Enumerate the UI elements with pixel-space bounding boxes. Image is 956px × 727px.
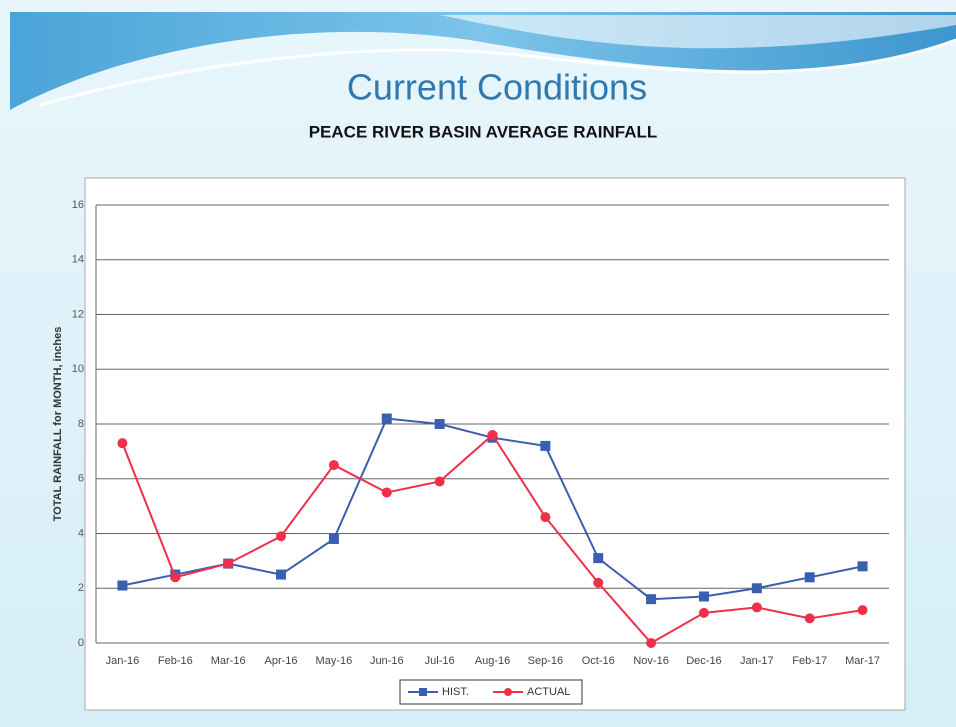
x-tick-label: Feb-16	[158, 655, 193, 667]
chart-subtitle: PEACE RIVER BASIN AVERAGE RAINFALL	[309, 122, 658, 141]
marker	[698, 607, 709, 618]
x-tick-label: Jan-16	[106, 655, 140, 667]
marker	[593, 553, 604, 564]
marker	[593, 577, 604, 588]
slide-title: Current Conditions	[347, 67, 647, 108]
marker	[857, 605, 868, 616]
marker	[646, 594, 657, 605]
x-tick-label: Feb-17	[792, 655, 827, 667]
x-tick-label: Dec-16	[686, 655, 721, 667]
marker	[646, 638, 657, 648]
x-tick-label: Jan-17	[740, 655, 774, 667]
y-tick-label: 8	[78, 418, 84, 430]
legend-label: ACTUAL	[527, 686, 570, 698]
marker	[698, 591, 709, 602]
x-tick-label: Aug-16	[475, 655, 510, 667]
marker	[328, 460, 339, 471]
x-tick-label: May-16	[316, 655, 353, 667]
y-tick-label: 4	[78, 527, 84, 539]
x-tick-label: Nov-16	[633, 655, 668, 667]
marker	[857, 561, 868, 572]
y-tick-label: 0	[78, 637, 84, 649]
marker	[804, 613, 815, 624]
marker	[540, 512, 551, 523]
x-tick-label: Jun-16	[370, 655, 404, 667]
x-tick-label: Mar-16	[211, 655, 246, 667]
marker	[487, 429, 498, 440]
marker	[170, 572, 181, 583]
marker	[328, 533, 339, 544]
y-tick-label: 12	[72, 308, 84, 320]
chart-frame	[84, 177, 906, 711]
y-tick-label: 2	[78, 582, 84, 594]
banner-highlight	[440, 15, 956, 49]
x-tick-label: Apr-16	[265, 655, 298, 667]
y-tick-label: 16	[72, 199, 84, 211]
y-tick-label: 14	[72, 254, 84, 266]
legend-marker	[504, 688, 512, 696]
marker	[117, 580, 128, 591]
marker	[276, 569, 287, 580]
legend-marker	[419, 688, 427, 696]
legend-label: HIST.	[442, 686, 469, 698]
marker	[381, 413, 392, 424]
marker	[117, 438, 128, 449]
y-tick-label: 6	[78, 473, 84, 485]
marker	[276, 531, 287, 542]
y-tick-label: 10	[72, 363, 84, 375]
y-axis-label: TOTAL RAINFALL for MONTH, inches	[52, 327, 64, 522]
marker	[434, 476, 445, 487]
x-tick-label: Jul-16	[425, 655, 455, 667]
marker	[434, 419, 445, 429]
marker	[804, 572, 815, 583]
marker	[751, 583, 762, 594]
x-tick-label: Oct-16	[582, 655, 615, 667]
x-tick-label: Sep-16	[528, 655, 563, 667]
marker	[751, 602, 762, 613]
banner-line	[39, 38, 956, 107]
marker	[223, 558, 234, 569]
marker	[540, 440, 551, 451]
marker	[381, 487, 392, 498]
x-tick-label: Mar-17	[845, 655, 880, 667]
